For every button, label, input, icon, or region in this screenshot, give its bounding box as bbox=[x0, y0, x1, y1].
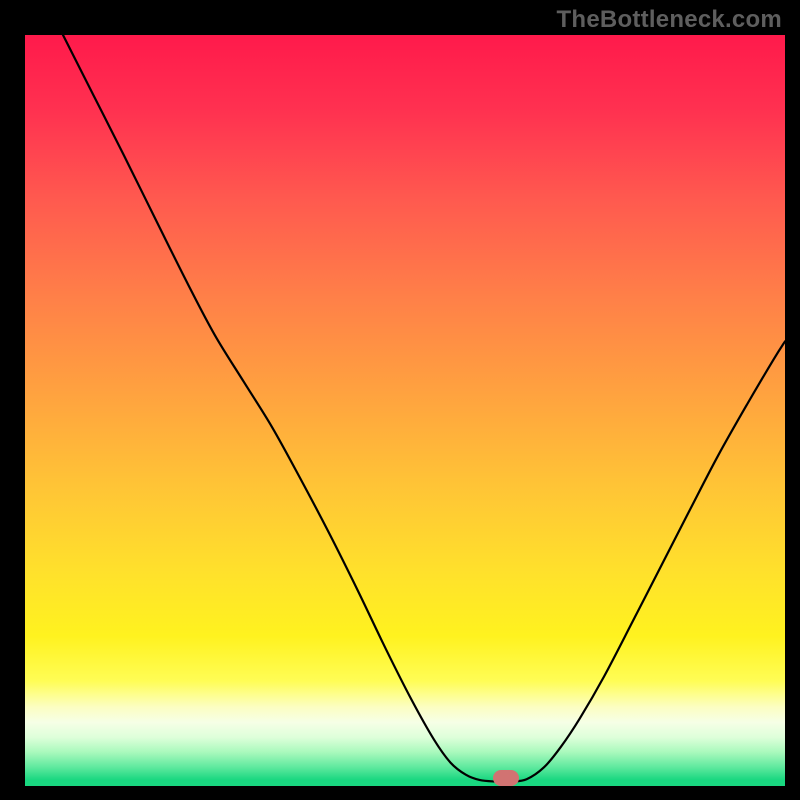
border-left bbox=[0, 0, 25, 800]
border-bottom bbox=[0, 786, 800, 800]
optimal-point-marker bbox=[493, 770, 519, 786]
border-right bbox=[785, 0, 800, 800]
chart-stage: TheBottleneck.com bbox=[0, 0, 800, 800]
plot-area bbox=[25, 35, 785, 786]
bottleneck-curve bbox=[25, 35, 785, 786]
watermark-text: TheBottleneck.com bbox=[557, 6, 782, 34]
curve-path bbox=[63, 35, 785, 782]
